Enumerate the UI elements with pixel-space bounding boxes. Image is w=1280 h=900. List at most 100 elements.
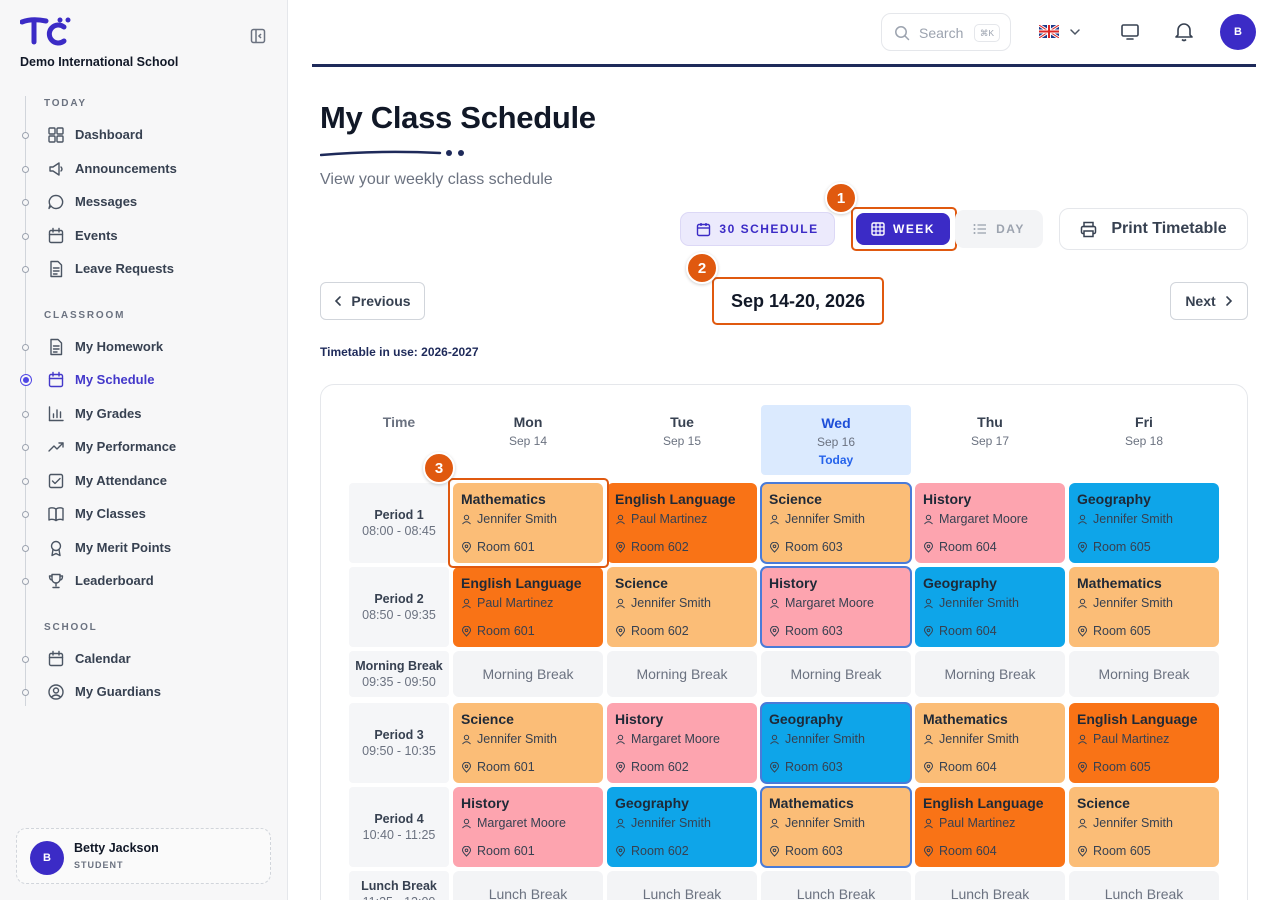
period-time: 08:00 - 08:45 [362, 524, 436, 538]
person-icon [924, 598, 933, 608]
language-selector[interactable] [1039, 23, 1085, 41]
document-icon [50, 260, 63, 278]
lesson-card[interactable]: Geography Jennifer Smith Room 603 [760, 702, 912, 784]
sidebar-item-calendar[interactable]: Calendar [0, 644, 288, 674]
lesson-card[interactable]: Mathematics Jennifer Smith Room 604 [915, 703, 1065, 783]
sidebar-item-events[interactable]: Events [0, 221, 288, 251]
sidebar-item-my-grades[interactable]: My Grades [0, 399, 288, 429]
lesson-teacher: Jennifer Smith [923, 732, 1019, 746]
lesson-card[interactable]: History Margaret Moore Room 602 [607, 703, 757, 783]
location-pin-icon [615, 541, 626, 553]
lesson-card[interactable]: History Margaret Moore Room 601 [453, 787, 603, 867]
sidebar-item-dashboard[interactable]: Dashboard [0, 120, 288, 150]
person-icon [1078, 514, 1087, 524]
lesson-card[interactable]: Mathematics Jennifer Smith Room 605 [1069, 567, 1219, 647]
person-icon [462, 818, 471, 828]
person-icon [616, 818, 625, 828]
lesson-room: Room 605 [1077, 540, 1151, 554]
list-icon [973, 224, 987, 234]
user-card[interactable]: B Betty Jackson STUDENT [16, 828, 271, 884]
lesson-teacher: Jennifer Smith [769, 732, 865, 746]
sidebar-item-messages[interactable]: Messages [0, 187, 288, 217]
lesson-card[interactable]: English Language Paul Martinez Room 605 [1069, 703, 1219, 783]
day-date: Sep 14 [508, 434, 548, 448]
trophy-icon [48, 573, 64, 589]
lesson-card[interactable]: Science Jennifer Smith Room 603 [760, 482, 912, 564]
lesson-card[interactable]: Science Jennifer Smith Room 601 [453, 703, 603, 783]
lesson-room: Room 605 [1077, 760, 1151, 774]
time-column-header: Time [382, 414, 416, 430]
printer-icon [1081, 221, 1097, 237]
lesson-teacher: Jennifer Smith [461, 512, 557, 526]
lesson-teacher: Jennifer Smith [1077, 512, 1173, 526]
sidebar-item-my-schedule[interactable]: My Schedule [0, 365, 288, 395]
sidebar-item-my-merit-points[interactable]: My Merit Points [0, 533, 288, 563]
print-timetable-button[interactable]: Print Timetable [1059, 208, 1248, 250]
lesson-card[interactable]: Mathematics Jennifer Smith Room 603 [760, 786, 912, 868]
week-view-label: WEEK [893, 222, 935, 236]
sidebar-item-leaderboard[interactable]: Leaderboard [0, 566, 288, 596]
avatar[interactable]: B [1220, 14, 1256, 50]
lesson-card[interactable]: Geography Jennifer Smith Room 604 [915, 567, 1065, 647]
day-header-mon: Mon Sep 14 [453, 404, 603, 448]
sidebar-item-my-homework[interactable]: My Homework [0, 332, 288, 362]
nav-dot [22, 266, 29, 273]
lesson-card[interactable]: Mathematics Jennifer Smith Room 601 [453, 483, 603, 563]
day-view-button[interactable]: DAY [955, 210, 1043, 248]
nav-dot [22, 689, 29, 696]
break-cell: Morning Break [607, 651, 757, 697]
lesson-card[interactable]: Geography Jennifer Smith Room 602 [607, 787, 757, 867]
previous-week-button[interactable]: Previous [320, 282, 425, 320]
person-icon [616, 598, 625, 608]
break-cell: Morning Break [761, 651, 911, 697]
lesson-subject: Mathematics [1077, 575, 1162, 591]
lesson-room: Room 605 [1077, 844, 1151, 858]
sidebar-item-my-classes[interactable]: My Classes [0, 499, 288, 529]
next-label: Next [1185, 293, 1216, 309]
search-icon [895, 26, 910, 41]
lesson-subject: History [923, 491, 972, 507]
break-cell: Morning Break [915, 651, 1065, 697]
bar-chart-icon [48, 406, 64, 422]
day-name: Fri [1135, 414, 1153, 430]
sidebar-item-my-performance[interactable]: My Performance [0, 432, 288, 462]
lesson-card[interactable]: English Language Paul Martinez Room 604 [915, 787, 1065, 867]
sidebar-item-my-attendance[interactable]: My Attendance [0, 466, 288, 496]
sidebar-item-my-guardians[interactable]: My Guardians [0, 677, 288, 707]
lesson-card[interactable]: English Language Paul Martinez Room 602 [607, 483, 757, 563]
bell-icon[interactable] [1173, 20, 1195, 42]
calendar-icon [48, 227, 64, 244]
timetable-in-use: Timetable in use: 2026-2027 [320, 345, 479, 359]
lesson-room: Room 601 [461, 844, 535, 858]
print-timetable-label: Print Timetable [1111, 220, 1227, 237]
30-schedule-button[interactable]: 30 SCHEDULE [680, 212, 835, 246]
lesson-card[interactable]: English Language Paul Martinez Room 601 [453, 567, 603, 647]
nav-section-classroom: CLASSROOM [44, 310, 126, 321]
sidebar-item-announcements[interactable]: Announcements [0, 154, 288, 184]
break-cell: Lunch Break [1069, 871, 1219, 900]
lesson-card[interactable]: Science Jennifer Smith Room 605 [1069, 787, 1219, 867]
week-view-button[interactable]: WEEK [856, 213, 950, 245]
lesson-card[interactable]: History Margaret Moore Room 603 [760, 566, 912, 648]
nav-dot [22, 199, 29, 206]
lesson-subject: Science [615, 575, 668, 591]
day-date: Sep 16 [816, 435, 856, 449]
lesson-room: Room 603 [769, 540, 843, 554]
checkbox-icon [48, 473, 64, 489]
lesson-subject: Geography [769, 711, 843, 727]
search-input[interactable]: Search ⌘K [881, 13, 1011, 51]
monitor-icon[interactable] [1119, 21, 1141, 43]
chevron-down-icon [1070, 29, 1080, 36]
collapse-sidebar-icon[interactable] [250, 28, 268, 44]
nav-timeline [25, 96, 26, 706]
sidebar-item-leave-requests[interactable]: Leave Requests [0, 254, 288, 284]
lesson-card[interactable]: Science Jennifer Smith Room 602 [607, 567, 757, 647]
lesson-room: Room 601 [461, 760, 535, 774]
location-pin-icon [923, 625, 934, 637]
next-week-button[interactable]: Next [1170, 282, 1248, 320]
lesson-teacher: Jennifer Smith [1077, 816, 1173, 830]
break-cell: Lunch Break [453, 871, 603, 900]
location-pin-icon [461, 625, 472, 637]
lesson-card[interactable]: Geography Jennifer Smith Room 605 [1069, 483, 1219, 563]
lesson-card[interactable]: History Margaret Moore Room 604 [915, 483, 1065, 563]
